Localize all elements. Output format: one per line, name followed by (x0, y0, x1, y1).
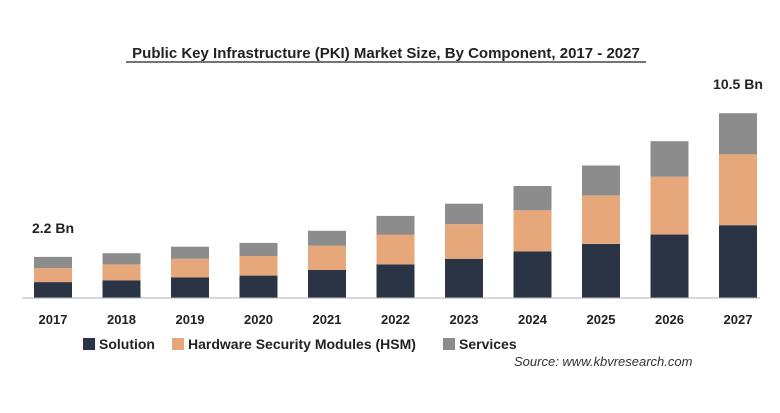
bar-2022-services (376, 215, 415, 235)
bar-2018-hardware-security-modules-hsm (102, 264, 141, 281)
x-tick-label: 2020 (244, 312, 273, 327)
bar-2025-services (582, 165, 620, 196)
bar-2023-solution (445, 258, 483, 298)
x-tick-label: 2021 (313, 312, 342, 327)
bar-2024-services (513, 186, 552, 211)
bar-2026-hardware-security-modules-hsm (650, 176, 689, 235)
legend: Solution Hardware Security Modules (HSM) S… (83, 336, 517, 352)
bar-2022-hardware-security-modules-hsm (376, 234, 415, 265)
x-tick-label: 2026 (655, 312, 684, 327)
legend-swatch (443, 338, 455, 350)
chart-source: Source: www.kbvresearch.com (514, 354, 693, 369)
bar-2026-services (650, 141, 689, 177)
bar-2018-solution (102, 280, 141, 298)
chart-title: Public Key Infrastructure (PKI) Market S… (132, 45, 640, 62)
x-tick-label: 2027 (724, 312, 753, 327)
x-tick-label: 2017 (39, 312, 68, 327)
bar-2022-solution (376, 264, 415, 298)
bar-2025-solution (582, 243, 620, 298)
bar-2021-hardware-security-modules-hsm (308, 245, 346, 270)
bar-2023-services (445, 203, 483, 225)
x-tick-label: 2022 (381, 312, 410, 327)
bar-2024-solution (513, 251, 552, 298)
bar-2017-hardware-security-modules-hsm (34, 268, 72, 283)
x-axis-ticks: 2017 2018 2019 2020 2021 2022 2023 2024 2025 2026… (39, 312, 753, 327)
annotations-layer: 2.2 Bn 10.5 Bn (32, 76, 763, 236)
bar-2019-hardware-security-modules-hsm (171, 258, 209, 278)
bar-2021-services (308, 230, 346, 246)
bar-2024-hardware-security-modules-hsm (513, 210, 552, 252)
bar-2018-services (102, 253, 141, 265)
legend-label: Services (459, 336, 517, 352)
bar-2025-hardware-security-modules-hsm (582, 195, 620, 244)
bar-2026-solution (650, 234, 689, 298)
legend-swatch (83, 338, 95, 350)
x-tick-label: 2024 (518, 312, 548, 327)
bar-2020-hardware-security-modules-hsm (239, 256, 278, 276)
bar-2027-services (719, 113, 757, 155)
bar-2027-solution (719, 225, 757, 298)
x-tick-label: 2023 (450, 312, 479, 327)
bar-2019-services (171, 246, 209, 259)
bar-2020-solution (239, 275, 278, 298)
annotation-label: 2.2 Bn (32, 220, 74, 236)
x-tick-label: 2018 (107, 312, 136, 327)
bar-2020-services (239, 242, 278, 256)
bar-2017-services (34, 256, 72, 269)
bar-2023-hardware-security-modules-hsm (445, 224, 483, 259)
legend-swatch (172, 338, 184, 350)
x-tick-label: 2019 (176, 312, 205, 327)
annotation-label: 10.5 Bn (713, 76, 763, 92)
bars-layer (34, 113, 757, 298)
legend-label: Hardware Security Modules (HSM) (188, 336, 416, 352)
bar-2017-solution (34, 282, 72, 298)
bar-2019-solution (171, 277, 209, 298)
x-tick-label: 2025 (587, 312, 616, 327)
bar-2027-hardware-security-modules-hsm (719, 154, 757, 226)
bar-2021-solution (308, 270, 346, 298)
legend-label: Solution (99, 336, 155, 352)
